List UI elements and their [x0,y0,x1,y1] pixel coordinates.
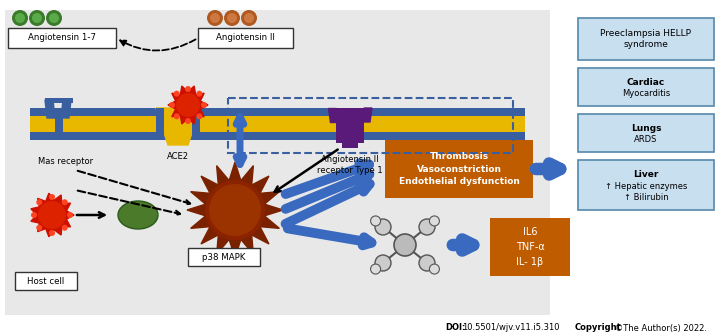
Circle shape [419,255,435,271]
Bar [228,98,513,153]
Circle shape [244,13,254,23]
Text: Liver: Liver [634,170,659,179]
Bar [490,218,570,276]
Circle shape [49,194,55,200]
Text: Mas receptor: Mas receptor [38,158,93,166]
Circle shape [49,13,59,23]
Circle shape [185,118,191,124]
Bar [578,68,714,106]
Circle shape [67,212,73,218]
Circle shape [12,10,28,26]
Bar [578,114,714,152]
Text: ACE2: ACE2 [167,152,189,161]
Circle shape [227,13,237,23]
Text: Angiotensin II
receptor Type 1: Angiotensin II receptor Type 1 [318,155,383,175]
Text: Thrombosis
Vasoconstriction
Endothelial dysfunction: Thrombosis Vasoconstriction Endothelial … [399,152,519,186]
Circle shape [224,10,240,26]
Bar [45,98,73,103]
Circle shape [429,264,439,274]
Circle shape [197,91,202,97]
Circle shape [49,230,55,236]
Polygon shape [31,193,74,237]
Text: 10.5501/wjv.v11.i5.310: 10.5501/wjv.v11.i5.310 [462,323,559,332]
Bar [15,272,77,290]
Ellipse shape [118,201,158,229]
Circle shape [197,113,202,119]
Text: Preeclampsia HELLP
syndrome: Preeclampsia HELLP syndrome [600,29,691,49]
Text: ARDS: ARDS [634,135,657,144]
Polygon shape [364,108,372,122]
Circle shape [36,199,42,205]
Circle shape [46,10,62,26]
Circle shape [32,13,42,23]
Circle shape [209,184,261,236]
Circle shape [210,13,220,23]
Bar [188,248,260,266]
Circle shape [201,102,207,108]
Bar [336,108,364,143]
Circle shape [371,264,381,274]
Circle shape [174,113,180,119]
Bar [578,160,714,210]
Circle shape [62,199,68,205]
Polygon shape [61,100,71,118]
Bar [192,108,200,136]
Circle shape [375,219,391,235]
Circle shape [15,13,25,23]
Text: Copyright: Copyright [575,323,622,332]
Polygon shape [187,162,283,258]
Text: Angiotensin II: Angiotensin II [215,34,274,43]
Bar [578,18,714,60]
Text: ©The Author(s) 2022.: ©The Author(s) 2022. [615,323,707,332]
Circle shape [185,86,191,92]
Circle shape [176,93,200,117]
Circle shape [31,212,37,218]
Text: ↑ Hepatic enzymes
↑ Bilirubin: ↑ Hepatic enzymes ↑ Bilirubin [605,182,687,202]
Bar [198,28,293,48]
Circle shape [375,255,391,271]
Text: p38 MAPK: p38 MAPK [202,252,246,261]
Circle shape [169,102,175,108]
Circle shape [241,10,257,26]
Circle shape [429,216,439,226]
Bar [30,108,525,116]
Circle shape [174,91,180,97]
Circle shape [419,219,435,235]
Bar [5,10,550,315]
Bar [385,140,533,198]
Circle shape [207,10,223,26]
Text: Myocarditis: Myocarditis [622,89,670,98]
Circle shape [38,201,66,229]
Bar [342,140,358,148]
Bar [30,132,525,140]
Circle shape [62,225,68,231]
Bar [30,108,525,140]
Bar [156,108,164,136]
Polygon shape [328,108,336,122]
Polygon shape [45,100,55,118]
Text: Angiotensin 1-7: Angiotensin 1-7 [28,34,96,43]
Circle shape [371,216,381,226]
Circle shape [205,180,265,240]
Text: Host cell: Host cell [27,276,65,285]
Text: Cardiac: Cardiac [627,78,665,87]
Bar [8,28,116,48]
Text: Lungs: Lungs [631,124,661,133]
Bar [55,116,63,136]
Circle shape [36,225,42,231]
Polygon shape [156,108,200,145]
Circle shape [394,234,416,256]
Text: DOI:: DOI: [445,323,465,332]
Circle shape [29,10,45,26]
Polygon shape [168,86,208,124]
Text: IL6
TNF-α
IL- 1β: IL6 TNF-α IL- 1β [516,227,544,267]
